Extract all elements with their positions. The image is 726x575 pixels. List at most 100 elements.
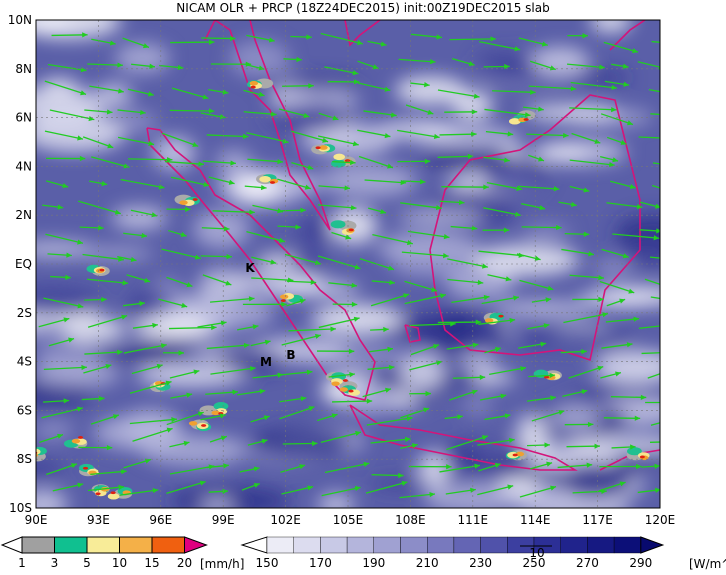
legend-label: 10 [112,556,127,570]
lon-label: 93E [87,513,110,527]
legend-label: 290 [629,556,652,570]
arrow-head [679,400,684,405]
cloud [497,477,534,494]
legend-label: 190 [362,556,385,570]
cloud [552,403,601,431]
legend-swatch [294,537,321,553]
cloud [476,51,532,74]
legend-label: 3 [51,556,59,570]
legend-unit: [mm/h] [200,557,244,571]
precip-cell [179,200,187,205]
lat-label: 8N [15,62,32,76]
precip-cell [78,436,83,439]
legend-swatch [401,537,428,553]
precip-cell [251,86,256,89]
wind-arrow [440,134,477,135]
lon-label: 120E [645,513,676,527]
legend-swatch [561,537,588,553]
precip-cell [99,269,104,272]
precip-cell [640,456,645,459]
legend-swatch [22,537,55,553]
precip-cell [348,390,353,393]
legend-swatch [347,537,374,553]
precip-cell [315,146,320,149]
legend-swatch [320,537,347,553]
legend-swatch [454,537,481,553]
precip-cell [513,454,518,457]
legend-label: 20 [177,556,192,570]
lon-label: 90E [25,513,48,527]
cloud [397,211,484,224]
precip-cell [193,198,198,201]
cloud [229,40,290,77]
cloud [462,398,493,413]
legend-swatch [587,537,614,553]
arrow-head [671,91,677,96]
lon-label: 117E [582,513,613,527]
legend-swatch [267,537,294,553]
arrow-head [686,42,692,47]
arrow-head [662,370,668,375]
title: NICAM OLR + PRCP (18Z24DEC2015) init:00Z… [176,1,549,15]
legend-swatch [614,537,641,553]
precip-cell [343,379,348,382]
legend-label: 1 [18,556,26,570]
precip-cell [201,424,206,427]
precip-cell [331,159,346,167]
cloud [216,150,253,172]
arrow-head [663,135,669,140]
arrow-head [675,113,681,118]
cloud [590,9,632,32]
lon-label: 114E [520,513,551,527]
arrow-head [661,323,667,328]
arrow-head [674,257,680,262]
legend-swatch [427,537,454,553]
lon-label: 96E [149,513,172,527]
cloud [0,287,102,317]
cloud [494,301,592,317]
lon-label: 108E [395,513,426,527]
wind-arrow [522,227,562,228]
cloud [560,464,632,499]
precip-cell [189,421,197,426]
lat-label: 4N [15,159,32,173]
lon-label: 99E [212,513,235,527]
precip-cell [259,176,271,182]
precip-cell [72,439,80,444]
precip-cell [331,381,339,386]
precip-cell [270,181,275,184]
lat-label: 2N [15,208,32,222]
wind-arrow [170,110,215,111]
legend-label: 150 [256,556,279,570]
precip-cell [250,81,258,86]
arrow-head [675,350,680,355]
legend-arrow [2,537,22,553]
arrow-head [686,194,692,199]
legend-unit: [W/m^2] [689,557,726,571]
precip-cell [281,299,286,302]
cloud [267,103,352,131]
lat-label: 6S [17,403,32,417]
legend-arrow [185,537,207,553]
precip-cell [111,491,116,494]
precip-cell [333,154,345,160]
legend-label: 270 [576,556,599,570]
legend-swatch [481,537,508,553]
lon-label: 105E [333,513,364,527]
station-marker: M [260,355,272,369]
cloud [594,350,678,384]
lat-label: 6N [15,111,32,125]
wind-arrow [650,442,681,443]
lat-label: 4S [17,355,32,369]
wind-arrow [52,35,88,36]
lat-label: 2S [17,306,32,320]
cloud [153,136,196,169]
legend-label: 210 [416,556,439,570]
wind-arrow [128,159,172,160]
precip-cell [524,118,529,121]
cloud [532,47,590,76]
lon-label: 111E [458,513,489,527]
legend-swatch [120,537,153,553]
precip-cell [280,294,288,299]
cloud [112,207,168,229]
